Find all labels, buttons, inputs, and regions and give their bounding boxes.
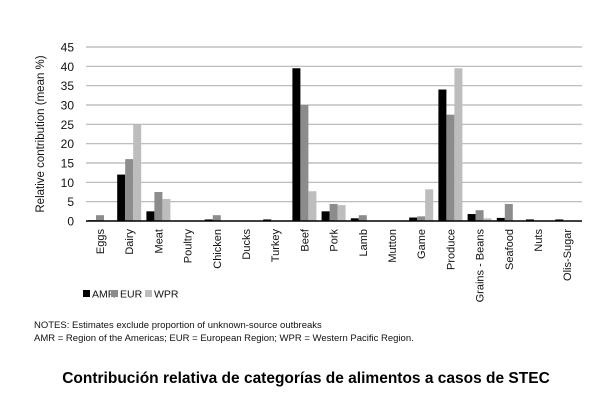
x-tick-label: Ducks bbox=[241, 229, 253, 260]
notes-line-1: NOTES: Estimates exclude proportion of u… bbox=[34, 320, 322, 331]
bar-wpr bbox=[308, 191, 317, 221]
y-tick-label: 15 bbox=[61, 157, 75, 171]
chart-notes: NOTES: Estimates exclude proportion of u… bbox=[34, 320, 414, 345]
bar-amr bbox=[467, 214, 476, 221]
x-tick-label: Game bbox=[416, 229, 428, 259]
bar-eur bbox=[96, 215, 104, 221]
y-tick-label: 20 bbox=[61, 137, 75, 151]
bar-eur bbox=[212, 215, 221, 221]
bar-amr bbox=[350, 218, 359, 221]
bar-amr bbox=[117, 174, 126, 221]
y-tick-label: 45 bbox=[61, 41, 75, 55]
bar-wpr bbox=[162, 198, 171, 221]
x-tick-label: Mutton bbox=[387, 229, 399, 263]
bar-amr bbox=[263, 219, 272, 221]
bar-eur bbox=[358, 215, 367, 221]
x-tick-label: Turkey bbox=[270, 229, 282, 263]
y-tick-label: 35 bbox=[61, 79, 75, 93]
x-tick-label: Dairy bbox=[124, 229, 136, 255]
bar-amr bbox=[292, 68, 301, 222]
legend-swatch-eur bbox=[111, 290, 118, 297]
y-tick-label: 0 bbox=[67, 215, 74, 229]
y-tick-label: 25 bbox=[61, 118, 75, 132]
bar-wpr bbox=[483, 218, 492, 221]
bar-eur bbox=[417, 216, 426, 221]
bar-amr bbox=[555, 219, 564, 221]
bar-amr bbox=[204, 219, 213, 221]
bar-eur bbox=[154, 192, 163, 221]
x-tick-label: Produce bbox=[445, 229, 457, 270]
x-tick-label: Grains - Beans bbox=[475, 229, 487, 303]
legend-swatch-amr bbox=[83, 290, 90, 297]
legend-swatch-wpr bbox=[145, 290, 152, 297]
legend-label-eur: EUR bbox=[120, 289, 143, 301]
figure-caption: Contribución relativa de categorías de a… bbox=[62, 370, 550, 387]
bar-amr bbox=[526, 219, 534, 221]
bar-amr bbox=[438, 89, 447, 222]
bar-wpr bbox=[133, 124, 142, 221]
bar-eur bbox=[125, 159, 134, 221]
bar-wpr bbox=[454, 68, 463, 222]
bar-amr bbox=[409, 217, 418, 221]
y-tick-label: 5 bbox=[67, 195, 74, 209]
x-tick-label: Chicken bbox=[212, 229, 224, 269]
x-tick-label: Olis-Sugar bbox=[562, 229, 574, 281]
y-axis-label: Relative contribution (mean %) bbox=[35, 55, 47, 212]
x-tick-label: Seafood bbox=[504, 229, 516, 270]
x-tick-label: Eggs bbox=[95, 229, 107, 255]
x-tick-label: Meat bbox=[153, 229, 165, 253]
bar-eur bbox=[446, 114, 455, 221]
x-tick-label: Beef bbox=[299, 228, 311, 252]
y-tick-label: 30 bbox=[61, 99, 75, 113]
x-tick-label: Pork bbox=[329, 229, 341, 252]
bar-wpr bbox=[337, 205, 346, 221]
bar-eur bbox=[475, 210, 484, 221]
bar-eur bbox=[300, 105, 309, 221]
bar-amr bbox=[146, 211, 155, 221]
notes-line-2: AMR = Region of the Americas; EUR = Euro… bbox=[34, 332, 414, 344]
bar-amr bbox=[321, 211, 330, 221]
x-tick-label: Poultry bbox=[183, 229, 195, 264]
bar-wpr bbox=[425, 189, 434, 221]
legend-label-wpr: WPR bbox=[154, 289, 179, 301]
y-tick-label: 40 bbox=[61, 60, 75, 74]
bar-eur bbox=[504, 203, 513, 221]
y-tick-label: 10 bbox=[61, 176, 75, 190]
legend-label-amr: AMR bbox=[92, 289, 116, 301]
x-tick-label: Lamb bbox=[358, 229, 370, 257]
bar-amr bbox=[496, 217, 505, 221]
x-tick-label: Nuts bbox=[533, 229, 545, 252]
bar-eur bbox=[329, 203, 338, 221]
